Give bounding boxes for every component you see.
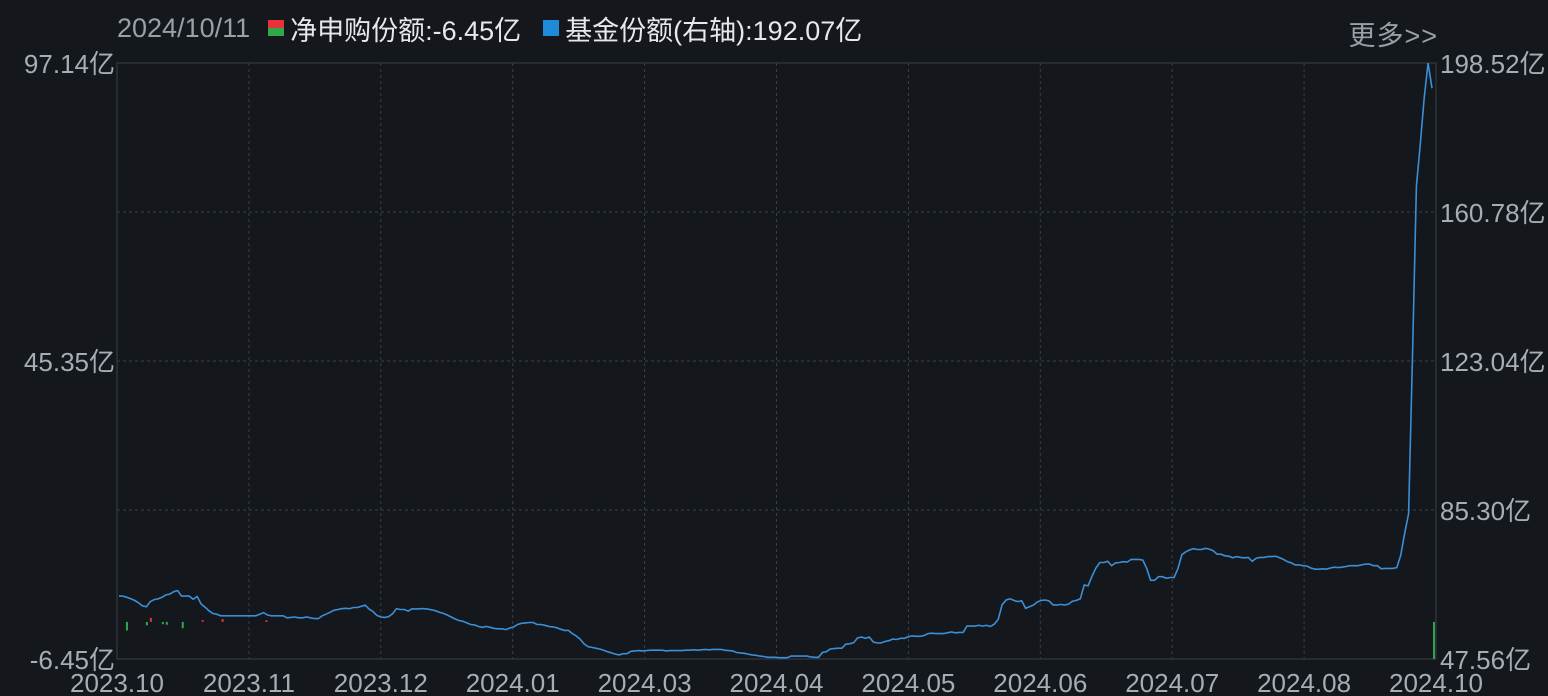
net-subscription-bar [125,621,128,631]
net-subscription-bar [149,617,152,622]
right-axis-tick-label: 160.78亿 [1440,198,1546,228]
x-axis-tick-label: 2024.06 [993,668,1087,696]
x-axis-tick-label: 2024.05 [861,668,955,696]
x-axis-tick-label: 2024.07 [1125,668,1219,696]
net-subscription-bar [145,621,148,626]
x-axis-tick-label: 2024.10 [1389,668,1483,696]
legend-net-subscription-label: 净申购份额:-6.45亿 [290,15,522,46]
net-subscription-bar [1433,621,1436,659]
x-axis-tick-label: 2024.03 [598,668,692,696]
fund-share-swatch-icon [543,20,560,36]
right-axis-tick-label: 198.52亿 [1440,49,1546,79]
x-axis-tick-label: 2024.01 [466,668,560,696]
net-subscription-swatch-icon [268,20,285,36]
x-axis-tick-label: 2023.12 [334,668,428,696]
legend-item-fund-share[interactable]: 基金份额(右轴):192.07亿 [543,9,862,48]
left-axis-tick-label: 97.14亿 [24,49,115,79]
left-axis-tick-label: -6.45亿 [30,645,115,675]
left-axis-tick-label: 45.35亿 [24,347,115,377]
legend-fund-share-label: 基金份额(右轴):192.07亿 [565,15,863,46]
legend-item-net-subscription[interactable]: 净申购份额:-6.45亿 [268,9,521,48]
right-axis-tick-label: 85.30亿 [1440,496,1531,526]
right-axis-tick-label: 123.04亿 [1440,347,1546,377]
net-subscription-bar [221,619,224,622]
more-link[interactable]: 更多>> [1348,21,1438,51]
x-axis-tick-label: 2024.08 [1257,668,1351,696]
x-axis-tick-label: 2023.11 [203,668,295,696]
right-axis-tick-label: 47.56亿 [1440,645,1531,675]
net-subscription-bar [181,621,184,629]
legend: 2024/10/11 净申购份额:-6.45亿 基金份额(右轴):192.07亿 [117,10,884,46]
legend-date: 2024/10/11 [117,12,251,43]
fund-share-line [119,62,1433,659]
x-axis-tick-label: 2024.04 [730,668,824,696]
x-axis-tick-label: 2023.10 [70,668,164,696]
net-subscription-bar [161,621,164,625]
net-subscription-bar [201,620,204,622]
net-subscription-bar [265,620,268,622]
net-subscription-bar [165,621,168,625]
